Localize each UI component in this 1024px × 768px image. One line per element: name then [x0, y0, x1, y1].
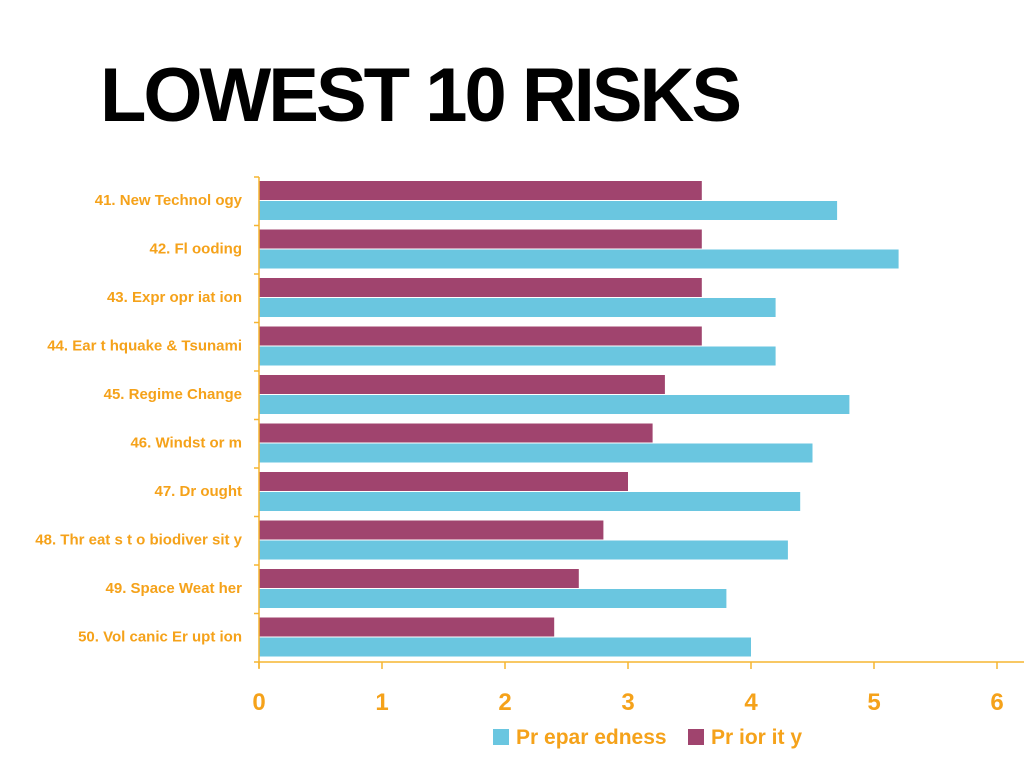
tick-labels-group: 0 1 2 3 4 5 6 — [252, 689, 1003, 716]
legend-label-preparedness: Pr epar edness — [516, 726, 667, 749]
bar-priority-2 — [259, 229, 702, 249]
axes-group — [254, 176, 1024, 669]
legend-swatch-preparedness — [493, 729, 509, 745]
bar-preparedness-5 — [259, 395, 850, 414]
category-label: 44. Ear t hquake & Tsunami — [47, 338, 242, 355]
category-label: 41. New Technol ogy — [95, 192, 243, 209]
bar-priority-9 — [259, 569, 579, 588]
x-tick-label: 3 — [621, 689, 634, 716]
x-tick-label: 4 — [744, 689, 758, 716]
bar-priority-3 — [259, 278, 702, 297]
category-label: 49. Space Weat her — [106, 580, 243, 597]
x-tick-label: 5 — [867, 689, 880, 716]
legend: Pr epar edness Pr ior it y — [493, 726, 802, 749]
bar-preparedness-4 — [259, 346, 776, 366]
bar-priority-6 — [259, 423, 653, 443]
bar-priority-4 — [259, 326, 702, 346]
x-tick-label: 6 — [990, 689, 1003, 716]
bar-priority-1 — [259, 181, 702, 200]
bar-priority-10 — [259, 617, 555, 637]
bar-preparedness-7 — [259, 492, 801, 511]
bar-preparedness-6 — [259, 443, 813, 463]
bars-group — [259, 181, 899, 657]
bar-priority-7 — [259, 472, 628, 491]
bar-preparedness-10 — [259, 637, 751, 657]
category-labels-group: 41. New Technol ogy 42. Fl ooding 43. Expr… — [35, 192, 242, 646]
category-label: 48. Thr eat s t o biodiver sit y — [35, 532, 242, 549]
category-label: 43. Expr opr iat ion — [107, 289, 242, 306]
bar-preparedness-1 — [259, 201, 838, 220]
x-tick-label: 2 — [498, 689, 511, 716]
x-tick-label: 0 — [252, 689, 265, 716]
legend-swatch-priority — [688, 729, 704, 745]
category-label: 45. Regime Change — [104, 386, 242, 403]
x-tick-label: 1 — [375, 689, 388, 716]
bar-priority-5 — [259, 375, 665, 394]
category-label: 42. Fl ooding — [150, 241, 243, 258]
category-label: 46. Windst or m — [130, 435, 242, 452]
bar-priority-8 — [259, 520, 604, 540]
slide-title: LOWEST 10 RISKS — [100, 53, 742, 138]
legend-label-priority: Pr ior it y — [711, 726, 802, 749]
category-label: 50. Vol canic Er upt ion — [78, 629, 242, 646]
bar-preparedness-9 — [259, 589, 727, 608]
bar-preparedness-3 — [259, 298, 776, 317]
bar-preparedness-2 — [259, 249, 899, 269]
bar-preparedness-8 — [259, 540, 788, 560]
category-label: 47. Dr ought — [154, 483, 242, 500]
